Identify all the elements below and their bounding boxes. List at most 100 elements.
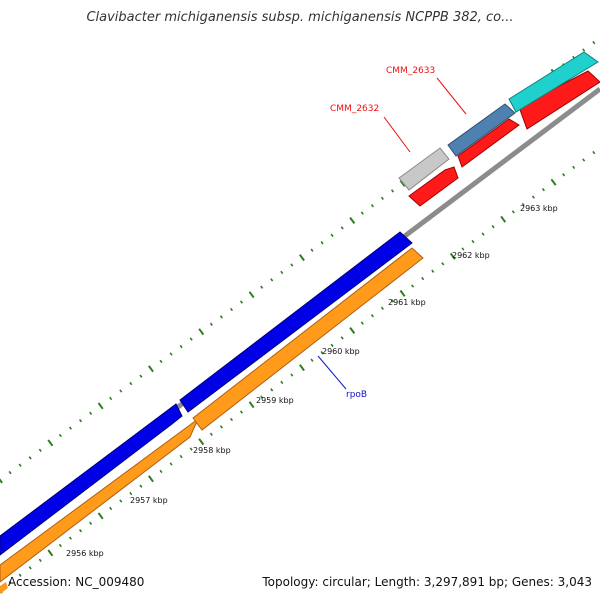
outer-tick — [189, 337, 193, 341]
outer-tick — [109, 396, 113, 401]
inner-tick — [260, 395, 264, 399]
scale-label-2956: 2956 kbp — [66, 549, 104, 558]
inner-tick — [270, 388, 274, 392]
outer-tick — [18, 463, 22, 467]
scale-label-2959: 2959 kbp — [256, 396, 294, 405]
outer-tick — [119, 389, 123, 393]
outer-tick — [239, 300, 244, 304]
outer-tick — [159, 359, 163, 364]
outer-tick — [0, 478, 3, 484]
rpob-leader — [317, 355, 347, 390]
cmm2633-leader — [436, 77, 467, 115]
inner-tick — [28, 566, 32, 570]
inner-tick — [68, 536, 72, 540]
outer-tick — [198, 328, 205, 336]
gene-label-rpob: rpoB — [346, 390, 367, 400]
outer-tick — [370, 204, 374, 208]
gene-label-cmm2633: CMM_2633 — [386, 66, 435, 76]
inner-tick — [421, 276, 425, 281]
inner-tick — [159, 469, 163, 474]
scale-label-2960: 2960 kbp — [322, 347, 360, 356]
genome-stats-label: Topology: circular; Length: 3,297,891 bp… — [262, 575, 592, 589]
outer-tick — [38, 448, 42, 453]
inner-tick — [239, 410, 244, 414]
inner-tick — [399, 289, 406, 297]
inner-tick — [78, 529, 83, 533]
outer-tick — [340, 226, 344, 230]
outer-tick — [260, 285, 264, 289]
scale-label-2963: 2963 kbp — [520, 204, 558, 213]
outer-tick — [298, 254, 305, 262]
gene-reverse-red-3 — [518, 70, 600, 130]
inner-tick — [147, 475, 154, 483]
outer-tick — [390, 189, 395, 193]
inner-tick — [248, 401, 255, 409]
inner-tick — [349, 327, 356, 334]
outer-tick — [270, 278, 274, 282]
inner-tick — [471, 239, 475, 244]
inner-tick — [411, 284, 415, 288]
inner-tick — [47, 549, 54, 557]
inner-tick — [97, 512, 104, 520]
outer-tick — [179, 344, 183, 349]
outer-tick — [97, 402, 104, 410]
outer-tick — [139, 374, 143, 378]
inner-tick — [298, 364, 305, 372]
outer-tick — [169, 352, 173, 356]
inner-tick — [229, 417, 234, 422]
inner-tick — [169, 462, 173, 466]
inner-tick — [189, 447, 193, 451]
inner-tick — [198, 438, 205, 446]
inner-tick-marks — [0, 150, 596, 594]
inner-tick — [310, 358, 314, 362]
inner-tick — [219, 425, 223, 429]
inner-tick — [521, 202, 525, 207]
outer-tick — [582, 48, 586, 52]
inner-tick — [89, 521, 93, 525]
scale-label-2958: 2958 kbp — [193, 446, 231, 455]
outer-tick — [89, 411, 93, 415]
accession-label: Accession: NC_009480 — [8, 575, 145, 589]
inner-tick — [572, 165, 576, 170]
outer-tick — [248, 291, 255, 299]
inner-tick — [58, 543, 62, 548]
gene-reverse-orange-edge — [0, 582, 8, 594]
inner-tick — [18, 573, 22, 577]
inner-tick — [129, 491, 133, 496]
gene-reverse-red-2 — [457, 118, 520, 168]
outer-tick — [58, 433, 62, 438]
inner-tick — [380, 306, 384, 310]
outer-tick — [290, 263, 294, 267]
inner-tick — [461, 247, 465, 251]
inner-tick — [179, 454, 183, 459]
gene-forward-steel — [447, 103, 516, 157]
inner-tick — [360, 321, 364, 325]
inner-tick — [449, 252, 456, 260]
inner-tick — [431, 269, 435, 273]
gene-label-cmm2632: CMM_2632 — [330, 104, 379, 114]
inner-tick — [209, 432, 213, 436]
inner-tick — [491, 225, 495, 229]
outer-tick — [8, 470, 12, 475]
outer-tick — [380, 196, 384, 200]
outer-tick — [219, 315, 223, 319]
outer-tick — [209, 322, 213, 326]
gene-reverse-red-1 — [408, 166, 459, 207]
outer-tick — [229, 307, 234, 312]
gene-forward-blue-2 — [179, 231, 413, 413]
inner-tick — [290, 373, 294, 377]
inner-tick — [531, 195, 535, 199]
inner-tick — [441, 262, 445, 266]
gene-forward-gray — [398, 147, 450, 191]
gene-reverse-orange-2 — [192, 247, 424, 431]
outer-tick — [330, 233, 334, 238]
inner-tick — [320, 351, 324, 355]
inner-tick — [481, 232, 485, 236]
outer-tick — [78, 419, 83, 423]
inner-tick — [38, 558, 42, 563]
gene-forward-cyan — [508, 51, 599, 113]
inner-tick — [500, 215, 507, 223]
inner-tick — [139, 484, 143, 488]
outer-tick — [320, 241, 324, 245]
